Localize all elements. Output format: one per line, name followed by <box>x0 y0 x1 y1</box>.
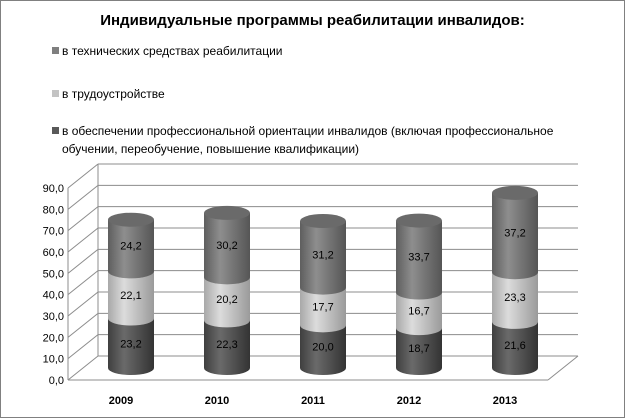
data-label: 30,2 <box>216 240 237 252</box>
x-tick-label: 2009 <box>109 395 133 407</box>
y-tick-label: 70,0 <box>43 226 64 238</box>
legend-item-technical: в технических средствах реабилитации <box>52 42 283 60</box>
bar-segment <box>300 287 346 333</box>
bar-segment <box>492 272 538 329</box>
y-tick-label: 50,0 <box>43 268 64 280</box>
y-tick-label: 90,0 <box>43 183 64 195</box>
x-tick-label: 2011 <box>301 395 325 407</box>
bar-segment <box>204 212 250 285</box>
legend-item-orientation: в обеспечении профессиональной ориентаци… <box>52 122 554 158</box>
data-label: 20,0 <box>312 342 333 354</box>
data-label: 37,2 <box>504 228 525 240</box>
y-tick-label: 30,0 <box>43 311 64 323</box>
floor-right-edge <box>547 355 579 381</box>
bar-segment <box>396 220 442 300</box>
bar-segment <box>396 328 442 375</box>
bar-top-cap <box>492 185 538 200</box>
data-label: 24,2 <box>120 241 141 253</box>
y-tick-label: 0,0 <box>49 375 64 387</box>
bar-segment <box>108 271 154 326</box>
gridline-diagonal <box>67 184 99 210</box>
data-label: 22,3 <box>216 339 237 351</box>
legend-label-employment: в трудоустройстве <box>62 87 165 101</box>
data-label: 33,7 <box>408 252 429 264</box>
gridline-diagonal <box>67 248 99 274</box>
data-label: 22,1 <box>120 290 141 302</box>
bar-segment <box>300 325 346 375</box>
x-tick-label: 2012 <box>397 395 421 407</box>
bar-segment <box>204 277 250 328</box>
y-tick-label: 20,0 <box>43 332 64 344</box>
data-label: 21,6 <box>504 340 525 352</box>
legend-label-orientation: в обеспечении профессиональной ориентаци… <box>62 124 554 138</box>
y-tick-label: 80,0 <box>43 204 64 216</box>
legend-label-orientation-line2: обучении, переобучение, повышение квалиф… <box>62 142 360 156</box>
bar-top-cap <box>300 214 346 229</box>
bar-segment <box>492 192 538 280</box>
chart-title: Индивидуальные программы реабилитации ин… <box>100 12 525 29</box>
data-label: 31,2 <box>312 249 333 261</box>
gridline-diagonal <box>67 206 99 232</box>
x-tick-label: 2013 <box>493 395 517 407</box>
gridline-diagonal <box>67 227 99 253</box>
data-label: 16,7 <box>408 305 429 317</box>
y-tick-label: 10,0 <box>43 354 64 366</box>
gridline-diagonal <box>67 334 99 360</box>
gridline-diagonal <box>67 291 99 317</box>
data-label: 23,3 <box>504 292 525 304</box>
bar-top-cap <box>204 205 250 220</box>
bar-segment <box>108 318 154 375</box>
y-tick-label: 40,0 <box>43 290 64 302</box>
x-tick-label: 2010 <box>205 395 229 407</box>
legend-label-technical: в технических средствах реабилитации <box>62 44 283 58</box>
legend-swatch-employment <box>52 90 59 97</box>
bar-segment <box>108 219 154 279</box>
legend-swatch-technical <box>52 47 59 54</box>
bar-segment <box>396 292 442 336</box>
gridline-diagonal <box>67 270 99 296</box>
data-label: 20,2 <box>216 294 237 306</box>
bar-segment <box>492 321 538 375</box>
y-tick-label: 60,0 <box>43 247 64 259</box>
legend-swatch-orientation <box>52 127 59 134</box>
gridline-diagonal <box>67 355 99 381</box>
gridline-diagonal <box>67 163 99 189</box>
bar-top-cap <box>396 213 442 228</box>
bar-segment <box>300 221 346 295</box>
data-label: 23,2 <box>120 338 141 350</box>
gridline-diagonal <box>67 312 99 338</box>
bar-segment <box>204 320 250 375</box>
bar-top-cap <box>108 212 154 227</box>
legend-item-employment: в трудоустройстве <box>52 85 165 103</box>
data-label: 17,7 <box>312 301 333 313</box>
data-label: 18,7 <box>408 343 429 355</box>
